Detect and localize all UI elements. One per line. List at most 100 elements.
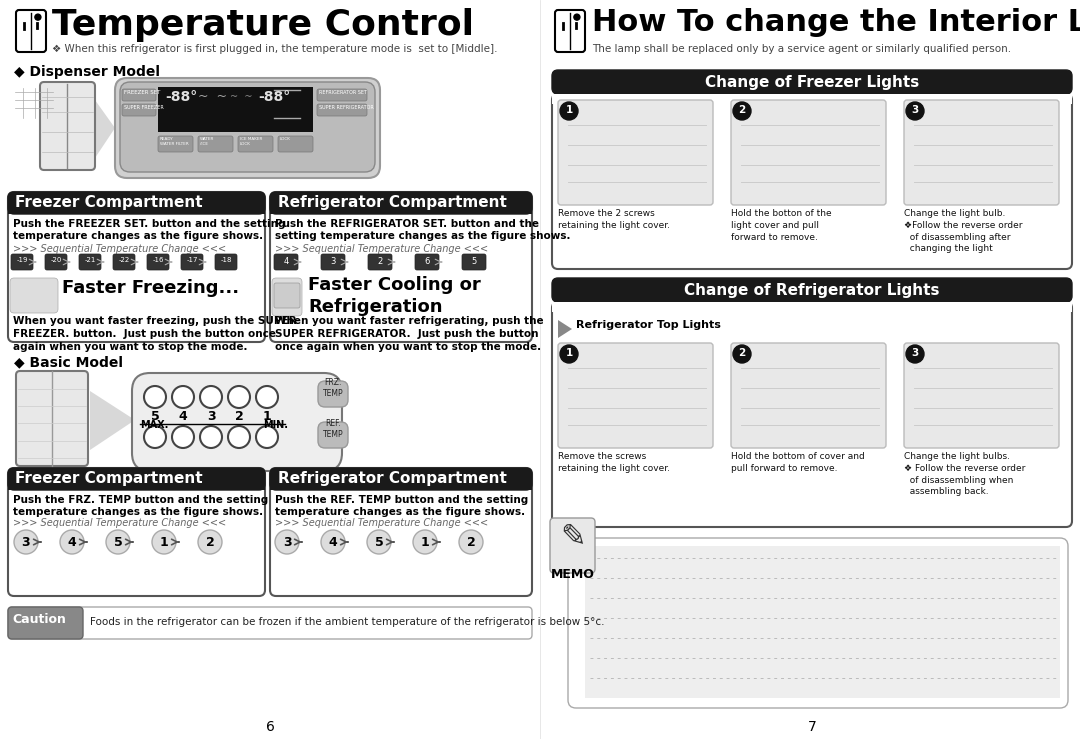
Text: 2: 2 — [739, 105, 745, 115]
Text: Change the light bulb.
❖Follow the reverse order
  of disassembling after
  chan: Change the light bulb. ❖Follow the rever… — [904, 209, 1023, 253]
FancyBboxPatch shape — [568, 538, 1068, 708]
Circle shape — [200, 426, 222, 448]
Text: 3: 3 — [22, 536, 30, 549]
Text: Remove the screws
retaining the light cover.: Remove the screws retaining the light co… — [558, 452, 670, 473]
Text: FREEZER SET: FREEZER SET — [124, 90, 160, 95]
Text: Push the FRZ. TEMP button and the setting
temperature changes as the figure show: Push the FRZ. TEMP button and the settin… — [13, 495, 268, 517]
Text: >>> Sequential Temperature Change <<<: >>> Sequential Temperature Change <<< — [13, 518, 226, 528]
Text: 1: 1 — [420, 536, 430, 549]
Text: 3: 3 — [912, 105, 919, 115]
Text: -20: -20 — [51, 257, 62, 263]
FancyBboxPatch shape — [79, 254, 102, 270]
FancyBboxPatch shape — [8, 468, 265, 596]
Bar — [158, 87, 313, 132]
Text: When you want faster freezing, push the SUPER
FREEZER. button.  Just push the bu: When you want faster freezing, push the … — [13, 316, 297, 353]
Text: 4: 4 — [178, 410, 187, 423]
FancyBboxPatch shape — [8, 607, 532, 639]
Text: SUPER REFRIGERATOR: SUPER REFRIGERATOR — [319, 105, 374, 110]
Text: Push the REF. TEMP button and the setting
temperature changes as the figure show: Push the REF. TEMP button and the settin… — [275, 495, 528, 517]
FancyBboxPatch shape — [120, 82, 375, 172]
Text: How To change the Interior Light Bulb: How To change the Interior Light Bulb — [592, 8, 1080, 37]
FancyBboxPatch shape — [122, 89, 156, 101]
Text: -22: -22 — [119, 257, 130, 263]
Text: Freezer Compartment: Freezer Compartment — [15, 471, 203, 486]
FancyBboxPatch shape — [318, 422, 348, 448]
FancyBboxPatch shape — [16, 10, 46, 52]
FancyBboxPatch shape — [198, 136, 233, 152]
Circle shape — [275, 530, 299, 554]
FancyBboxPatch shape — [321, 254, 345, 270]
Text: 2: 2 — [739, 348, 745, 358]
Circle shape — [906, 102, 924, 120]
FancyBboxPatch shape — [8, 192, 265, 214]
FancyBboxPatch shape — [8, 192, 265, 342]
FancyBboxPatch shape — [270, 192, 532, 214]
Polygon shape — [558, 320, 572, 338]
Text: ✎: ✎ — [561, 522, 585, 551]
Text: When you want faster refrigerating, push the
SUPER REFRIGERATOR.  Just push the : When you want faster refrigerating, push… — [275, 316, 543, 353]
Circle shape — [152, 530, 176, 554]
Text: -88°: -88° — [258, 90, 291, 104]
Text: ◆ Dispenser Model: ◆ Dispenser Model — [14, 65, 160, 79]
FancyBboxPatch shape — [550, 518, 595, 573]
Text: >>> Sequential Temperature Change <<<: >>> Sequential Temperature Change <<< — [275, 244, 488, 254]
Circle shape — [906, 345, 924, 363]
Text: 5: 5 — [471, 257, 476, 266]
Text: 4: 4 — [283, 257, 288, 266]
FancyBboxPatch shape — [278, 136, 313, 152]
Circle shape — [200, 386, 222, 408]
Text: ◆ Basic Model: ◆ Basic Model — [14, 355, 123, 369]
Circle shape — [106, 530, 130, 554]
FancyBboxPatch shape — [270, 192, 532, 342]
Circle shape — [561, 345, 578, 363]
Circle shape — [413, 530, 437, 554]
Text: Freezer Compartment: Freezer Compartment — [15, 195, 203, 210]
Text: WATER
/ICE: WATER /ICE — [200, 137, 214, 146]
FancyBboxPatch shape — [122, 104, 156, 116]
Text: 2: 2 — [467, 536, 475, 549]
FancyBboxPatch shape — [132, 373, 342, 471]
Text: 7: 7 — [808, 720, 816, 734]
Circle shape — [561, 102, 578, 120]
Text: ~  ~: ~ ~ — [198, 90, 227, 103]
Text: Change the light bulbs.
❖ Follow the reverse order
  of disassembling when
  ass: Change the light bulbs. ❖ Follow the rev… — [904, 452, 1025, 497]
Bar — [8, 479, 265, 490]
Bar — [552, 302, 1072, 312]
FancyBboxPatch shape — [552, 278, 1072, 302]
FancyBboxPatch shape — [16, 371, 87, 466]
Text: Hold the botton of the
light cover and pull
forward to remove.: Hold the botton of the light cover and p… — [731, 209, 832, 242]
Text: ICE MAKER
LOCK: ICE MAKER LOCK — [240, 137, 262, 146]
Text: Hold the bottom of cover and
pull forward to remove.: Hold the bottom of cover and pull forwar… — [731, 452, 865, 473]
Bar — [585, 546, 1059, 698]
Circle shape — [228, 386, 249, 408]
Text: 2: 2 — [377, 257, 382, 266]
Text: The lamp shall be replaced only by a service agent or similarly qualified person: The lamp shall be replaced only by a ser… — [592, 44, 1011, 54]
FancyBboxPatch shape — [114, 78, 380, 178]
Text: MEMO: MEMO — [551, 568, 595, 581]
FancyBboxPatch shape — [11, 254, 33, 270]
FancyBboxPatch shape — [181, 254, 203, 270]
Text: MAX.: MAX. — [140, 420, 168, 430]
FancyBboxPatch shape — [731, 343, 886, 448]
FancyBboxPatch shape — [558, 100, 713, 205]
Text: REFRIGERATOR SET: REFRIGERATOR SET — [319, 90, 367, 95]
Bar — [270, 479, 532, 490]
Circle shape — [172, 426, 194, 448]
Text: 1: 1 — [565, 105, 572, 115]
Text: 6: 6 — [266, 720, 274, 734]
FancyBboxPatch shape — [274, 254, 298, 270]
FancyBboxPatch shape — [318, 104, 367, 116]
FancyBboxPatch shape — [552, 302, 1072, 527]
Circle shape — [733, 102, 751, 120]
Circle shape — [144, 386, 166, 408]
Text: Change of Freezer Lights: Change of Freezer Lights — [705, 75, 919, 90]
FancyBboxPatch shape — [215, 254, 237, 270]
Text: Push the REFRIGERATOR SET. button and the
setting temperature changes as the fig: Push the REFRIGERATOR SET. button and th… — [275, 219, 570, 241]
FancyBboxPatch shape — [238, 136, 273, 152]
Text: LOCK: LOCK — [280, 137, 291, 141]
Circle shape — [459, 530, 483, 554]
Text: Refrigerator Compartment: Refrigerator Compartment — [278, 195, 507, 210]
FancyBboxPatch shape — [904, 343, 1059, 448]
FancyBboxPatch shape — [318, 381, 348, 407]
FancyBboxPatch shape — [552, 94, 1072, 269]
